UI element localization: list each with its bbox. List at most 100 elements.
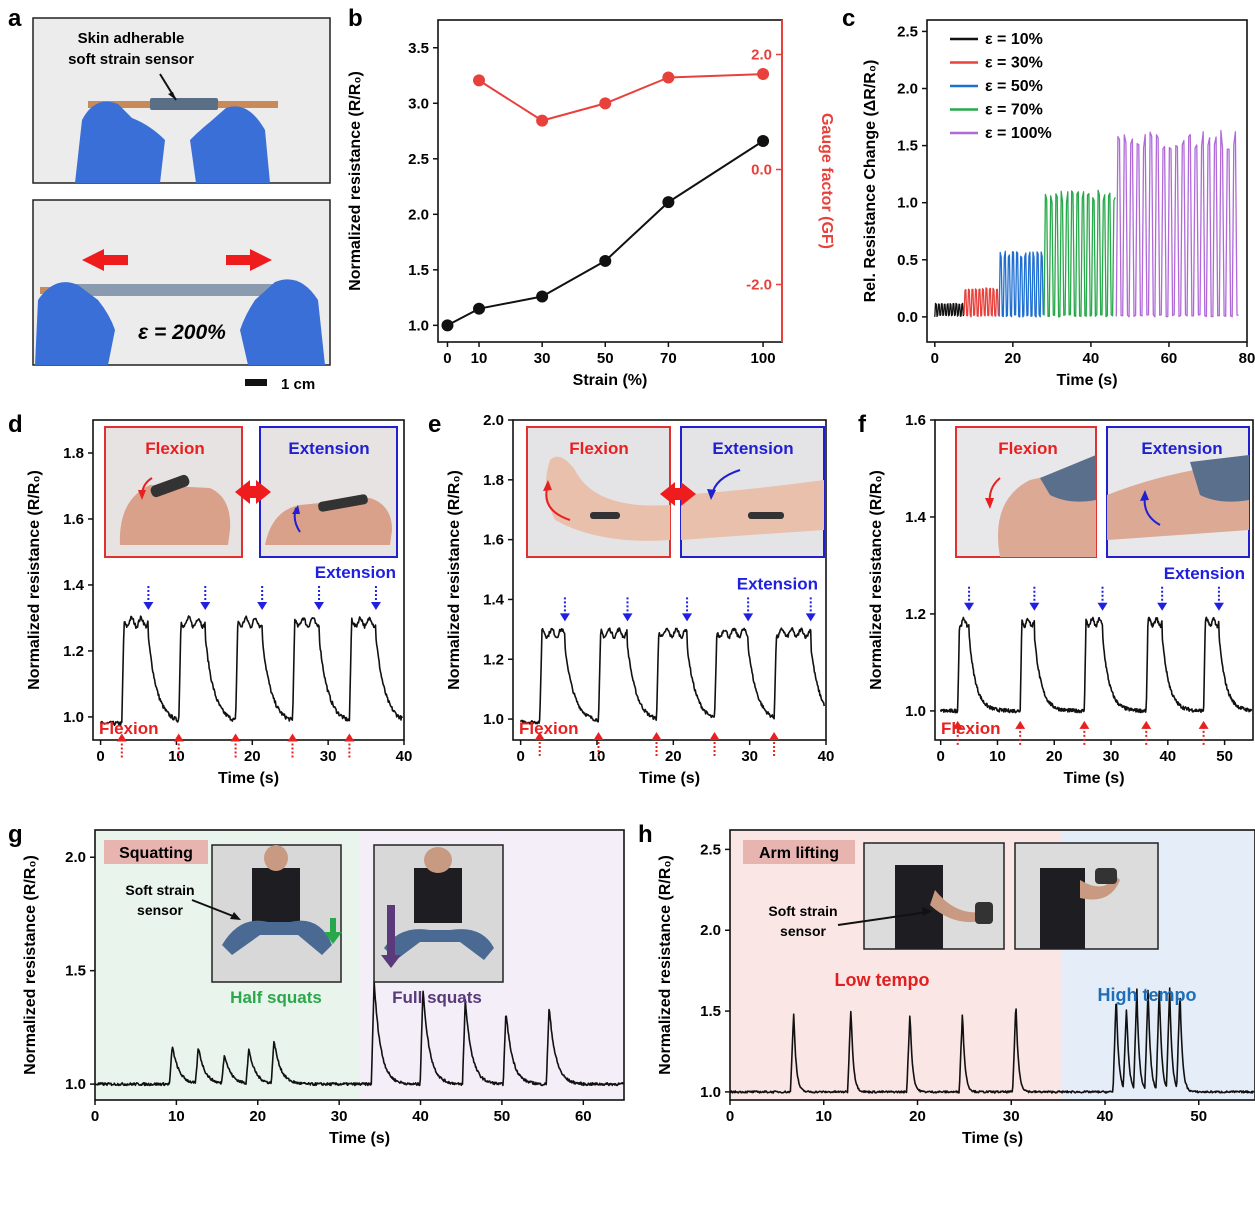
panel-letter-b: b: [348, 5, 363, 32]
x-tick-label: 10: [168, 748, 185, 765]
photo-sensor-stretched: ε = 200%: [32, 199, 331, 366]
extension-arrow-icon: [964, 602, 975, 611]
chart-d: 0 10 20 30 40 1.0 1.2 1.4 1.6 1.8 Time (s) Normaliz…: [26, 419, 412, 787]
extension-arrow-icon: [200, 601, 211, 610]
inset-h: Arm lifting Soft strain sensor Low tempo…: [743, 840, 1197, 1005]
x-tick-label: 10: [989, 748, 1006, 765]
y-tick-label: 0.5: [897, 252, 918, 269]
y-tick-label: 1.0: [65, 1076, 86, 1093]
panel-letter-d: d: [8, 411, 23, 438]
x-tick-label: 20: [665, 748, 682, 765]
y-tick-label: 1.5: [408, 262, 429, 279]
x-tick-label: 0: [91, 1108, 99, 1125]
plot-frame: [512, 419, 827, 741]
x-tick-label: 20: [244, 748, 261, 765]
y-axis-label: Normalized resistance (R/R₀): [868, 470, 885, 690]
extension-arrow-icon: [743, 613, 754, 622]
x-tick-label: 10: [589, 748, 606, 765]
y-tick-label: 1.8: [63, 445, 84, 462]
flexion-arrow-icon: [230, 733, 241, 742]
extension-arrow-icon: [257, 601, 268, 610]
scale-bar: [245, 379, 267, 386]
extension-arrow-icon: [143, 601, 154, 610]
y-tick-label: 3.5: [408, 40, 429, 57]
resistance-trace: [939, 616, 1253, 714]
x-tick-label: 0: [937, 748, 945, 765]
y2-tick-label: 2.0: [751, 47, 772, 64]
y-tick-label: 1.0: [63, 709, 84, 726]
x-tick-label: 30: [534, 350, 551, 367]
x-tick-label: 0: [443, 350, 451, 367]
extension-annotation: Extension: [737, 574, 818, 593]
legend-label: ε = 70%: [985, 102, 1043, 119]
y-tick-label: 1.0: [897, 195, 918, 212]
x-tick-label: 40: [1083, 350, 1100, 367]
photo-sensor-relaxed: Skin adherable soft strain sensor: [32, 17, 331, 184]
resistance-point: [662, 196, 675, 209]
arm-lifting-label: Arm lifting: [759, 845, 839, 862]
extension-arrow-icon: [1157, 602, 1168, 611]
flexion-arrow-icon: [344, 733, 355, 742]
y-tick-label: 1.2: [63, 643, 84, 660]
x-tick-label: 30: [1103, 748, 1120, 765]
x-tick-label: 10: [815, 1108, 832, 1125]
y-tick-label: 2.0: [65, 849, 86, 866]
strain-series-0: [934, 302, 965, 318]
y2-tick-label: 0.0: [751, 162, 772, 179]
flexion-arrow-icon: [534, 732, 545, 741]
flexion-arrow-icon: [1015, 720, 1026, 729]
extension-arrow-icon: [559, 613, 570, 622]
sensor-label-g-line1: Soft strain: [125, 882, 194, 898]
y2-tick-label: -2.0: [746, 277, 772, 294]
chart-f: 0 10 20 30 40 50 1.0 1.2 1.4 1.6 Time (s) Normalize…: [868, 412, 1254, 787]
gauge-factor-point: [757, 68, 770, 81]
resistance-point: [441, 319, 454, 332]
y-tick-label: 1.4: [63, 577, 85, 594]
plot-frame: [94, 829, 625, 1101]
chart-e: 0 10 20 30 40 1.0 1.2 1.4 1.6 1.8 2.0 Time (s) Norma…: [446, 412, 834, 787]
x-axis-label: Time (s): [1063, 770, 1124, 787]
squatting-label: Squatting: [119, 845, 193, 862]
flexion-annotation: Flexion: [941, 719, 1001, 738]
y-axis-label: Normalized resistance (R/R₀): [446, 470, 463, 690]
flexion-arrow-icon: [116, 733, 127, 742]
x-tick-label: 50: [494, 1108, 511, 1125]
flexion-label-d: Flexion: [145, 439, 205, 458]
x-tick-label: 100: [751, 350, 776, 367]
y-tick-label: 1.2: [483, 651, 504, 668]
inset-f: Flexion Extension: [955, 426, 1250, 558]
y-tick-label: 1.5: [65, 963, 86, 980]
x-axis-label: Time (s): [639, 770, 700, 787]
y-tick-label: 2.0: [700, 922, 721, 939]
legend-label: ε = 10%: [985, 31, 1043, 48]
panel-letter-g: g: [8, 821, 23, 848]
resistance-point: [536, 290, 549, 303]
chart-c: 0 20 40 60 80 0.0 0.5 1.0 1.5 2.0 2.5 Time (s) Rel. …: [862, 19, 1255, 389]
extension-arrow-icon: [314, 601, 325, 610]
y-tick-label: 0.0: [897, 309, 918, 326]
extension-arrow-icon: [622, 613, 633, 622]
flexion-annotation: Flexion: [99, 719, 159, 738]
y-tick-label: 1.6: [483, 532, 504, 549]
y-tick-label: 3.0: [408, 95, 429, 112]
y-axis-label: Normalized resistance (R/R₀): [347, 71, 364, 291]
y-tick-label: 2.5: [408, 151, 429, 168]
x-tick-label: 40: [412, 1108, 429, 1125]
flexion-label-f: Flexion: [998, 439, 1058, 458]
y-tick-label: 1.0: [700, 1084, 721, 1101]
x-tick-label: 10: [168, 1108, 185, 1125]
sensor-label-h-line1: Soft strain: [768, 903, 837, 919]
sensor-label-h-line2: sensor: [780, 923, 826, 939]
x-tick-label: 30: [741, 748, 758, 765]
plot-frame: [729, 829, 1255, 1101]
y-tick-label: 2.0: [897, 81, 918, 98]
gauge-factor-line: [478, 73, 764, 122]
plot-frame: [92, 419, 405, 741]
x-tick-label: 20: [909, 1108, 926, 1125]
extension-arrow-icon: [1029, 602, 1040, 611]
panel-letter-h: h: [638, 821, 653, 848]
y-axis-label: Normalized resistance (R/R₀): [657, 855, 674, 1075]
x-tick-label: 40: [1097, 1108, 1114, 1125]
x-tick-label: 50: [1190, 1108, 1207, 1125]
